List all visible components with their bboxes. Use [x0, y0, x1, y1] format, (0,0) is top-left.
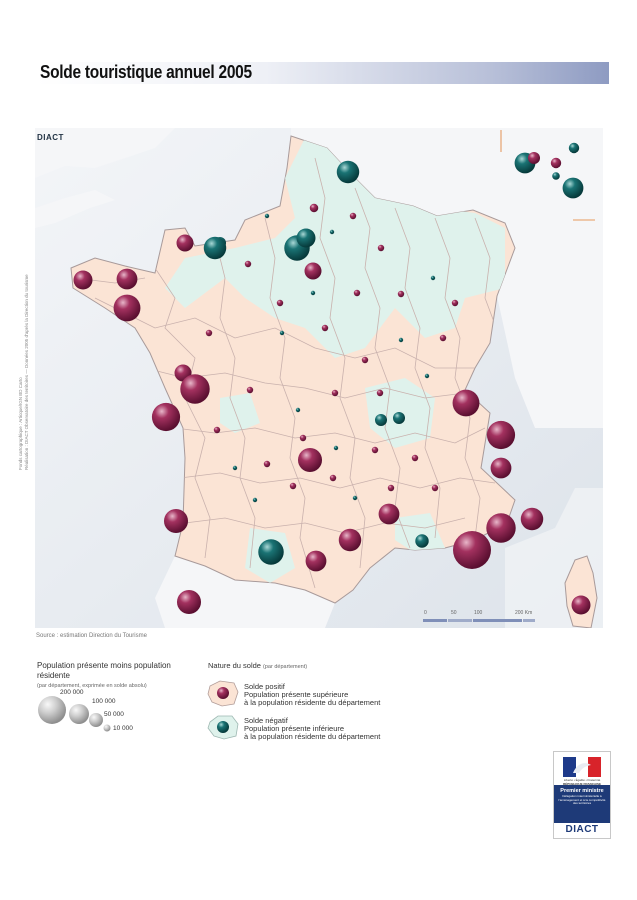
- legend-negative: Solde négatif Population présente inféri…: [244, 716, 381, 741]
- bubble-positive: [263, 460, 271, 468]
- bubble-positive: [411, 454, 419, 462]
- bubble-positive: [520, 507, 544, 531]
- bubble-positive: [180, 374, 210, 404]
- scale-bar: [423, 619, 535, 622]
- bubble-negative: [295, 407, 301, 413]
- source-note: Source : estimation Direction du Tourism…: [36, 633, 147, 639]
- bubble-negative: [430, 275, 436, 281]
- map-france: [35, 128, 603, 628]
- bubble-positive: [349, 212, 357, 220]
- legend-nature-swatches: [207, 680, 239, 740]
- bubble-positive: [571, 595, 591, 615]
- bubble-positive: [451, 299, 459, 307]
- bubble-positive: [151, 402, 181, 432]
- bubble-positive: [490, 457, 512, 479]
- bubble-positive: [377, 244, 385, 252]
- bubble-negative: [203, 236, 227, 260]
- legend-value-10000: 10 000: [113, 725, 133, 732]
- bubble-positive: [309, 203, 319, 213]
- bubble-positive: [452, 389, 480, 417]
- bubble-positive: [176, 589, 202, 615]
- bubble-negative: [310, 290, 316, 296]
- scale-label-50: 50: [451, 610, 457, 616]
- scale-label-100: 100: [474, 610, 483, 616]
- bubble-negative: [252, 497, 258, 503]
- legend-value-50000: 50 000: [104, 711, 124, 718]
- bubble-negative: [398, 337, 404, 343]
- bubble-positive: [431, 484, 439, 492]
- bubble-negative: [264, 213, 270, 219]
- bubble-positive: [321, 324, 329, 332]
- bubble-positive: [378, 503, 400, 525]
- bubble-negative: [352, 495, 358, 501]
- bubble-positive: [289, 482, 297, 490]
- bubble-positive: [353, 289, 361, 297]
- bubble-positive: [331, 389, 339, 397]
- legend-value-200000: 200 000: [60, 689, 84, 696]
- bubble-positive: [163, 508, 189, 534]
- bubble-negative: [374, 413, 388, 427]
- title-bar: [36, 62, 609, 84]
- bubble-positive: [276, 299, 284, 307]
- bubble-positive: [361, 356, 369, 364]
- marianne-flag-icon: [563, 757, 601, 777]
- bubble-positive: [304, 262, 322, 280]
- bubble-negative: [562, 177, 584, 199]
- bubble-positive: [205, 329, 213, 337]
- bubble-negative: [415, 534, 429, 548]
- bubble-positive: [244, 260, 252, 268]
- scale-label-0: 0: [424, 610, 427, 616]
- bubble-positive: [329, 474, 337, 482]
- page-title: Solde touristique annuel 2005: [40, 62, 252, 82]
- bubble-negative: [333, 445, 339, 451]
- legend-size-subtitle: (par département, exprimée en solde abso…: [37, 683, 147, 689]
- bubble-positive: [439, 334, 447, 342]
- map-credits: Fonds cartographique : Articque/IGN BD C…: [18, 274, 29, 470]
- bubble-positive: [387, 484, 395, 492]
- bubble-negative: [424, 373, 430, 379]
- bubble-positive: [550, 157, 562, 169]
- bubble-positive: [338, 528, 362, 552]
- bubble-positive: [246, 386, 254, 394]
- bubble-positive: [213, 426, 221, 434]
- bubble-positive: [527, 151, 541, 165]
- bubble-negative: [232, 465, 238, 471]
- bubble-positive: [299, 434, 307, 442]
- scale-label-200: 200 Km: [515, 610, 533, 616]
- bubble-positive: [376, 389, 384, 397]
- bubble-negative: [392, 411, 406, 425]
- bubble-negative: [329, 229, 335, 235]
- bubble-positive: [453, 531, 491, 569]
- bubble-positive: [297, 447, 323, 473]
- bubble-negative: [258, 539, 284, 565]
- bubble-positive: [486, 420, 516, 450]
- diact-mini-logo: DIACT: [37, 133, 64, 142]
- premier-ministre-logo: Liberté • Égalité • Fraternité RÉPUBLIQU…: [553, 751, 611, 839]
- bubble-negative: [336, 160, 360, 184]
- bubble-positive: [176, 234, 194, 252]
- bubble-positive: [116, 268, 138, 290]
- bubble-positive: [113, 294, 141, 322]
- bubble-positive: [486, 513, 516, 543]
- bubble-negative: [279, 330, 285, 336]
- legend-value-100000: 100 000: [92, 698, 116, 705]
- legend-positive: Solde positif Population présente supéri…: [244, 682, 381, 707]
- bubble-positive: [73, 270, 93, 290]
- legend-nature-title: Nature du solde (par département): [208, 661, 308, 670]
- bubble-positive: [305, 550, 327, 572]
- bubble-negative: [568, 142, 580, 154]
- legend-size-bubbles: [38, 696, 111, 732]
- bubble-positive: [397, 290, 405, 298]
- bubble-negative: [552, 172, 560, 180]
- legend-size-title: Population présente moins population rés…: [37, 661, 171, 680]
- bubble-positive: [371, 446, 379, 454]
- bubble-negative: [296, 228, 316, 248]
